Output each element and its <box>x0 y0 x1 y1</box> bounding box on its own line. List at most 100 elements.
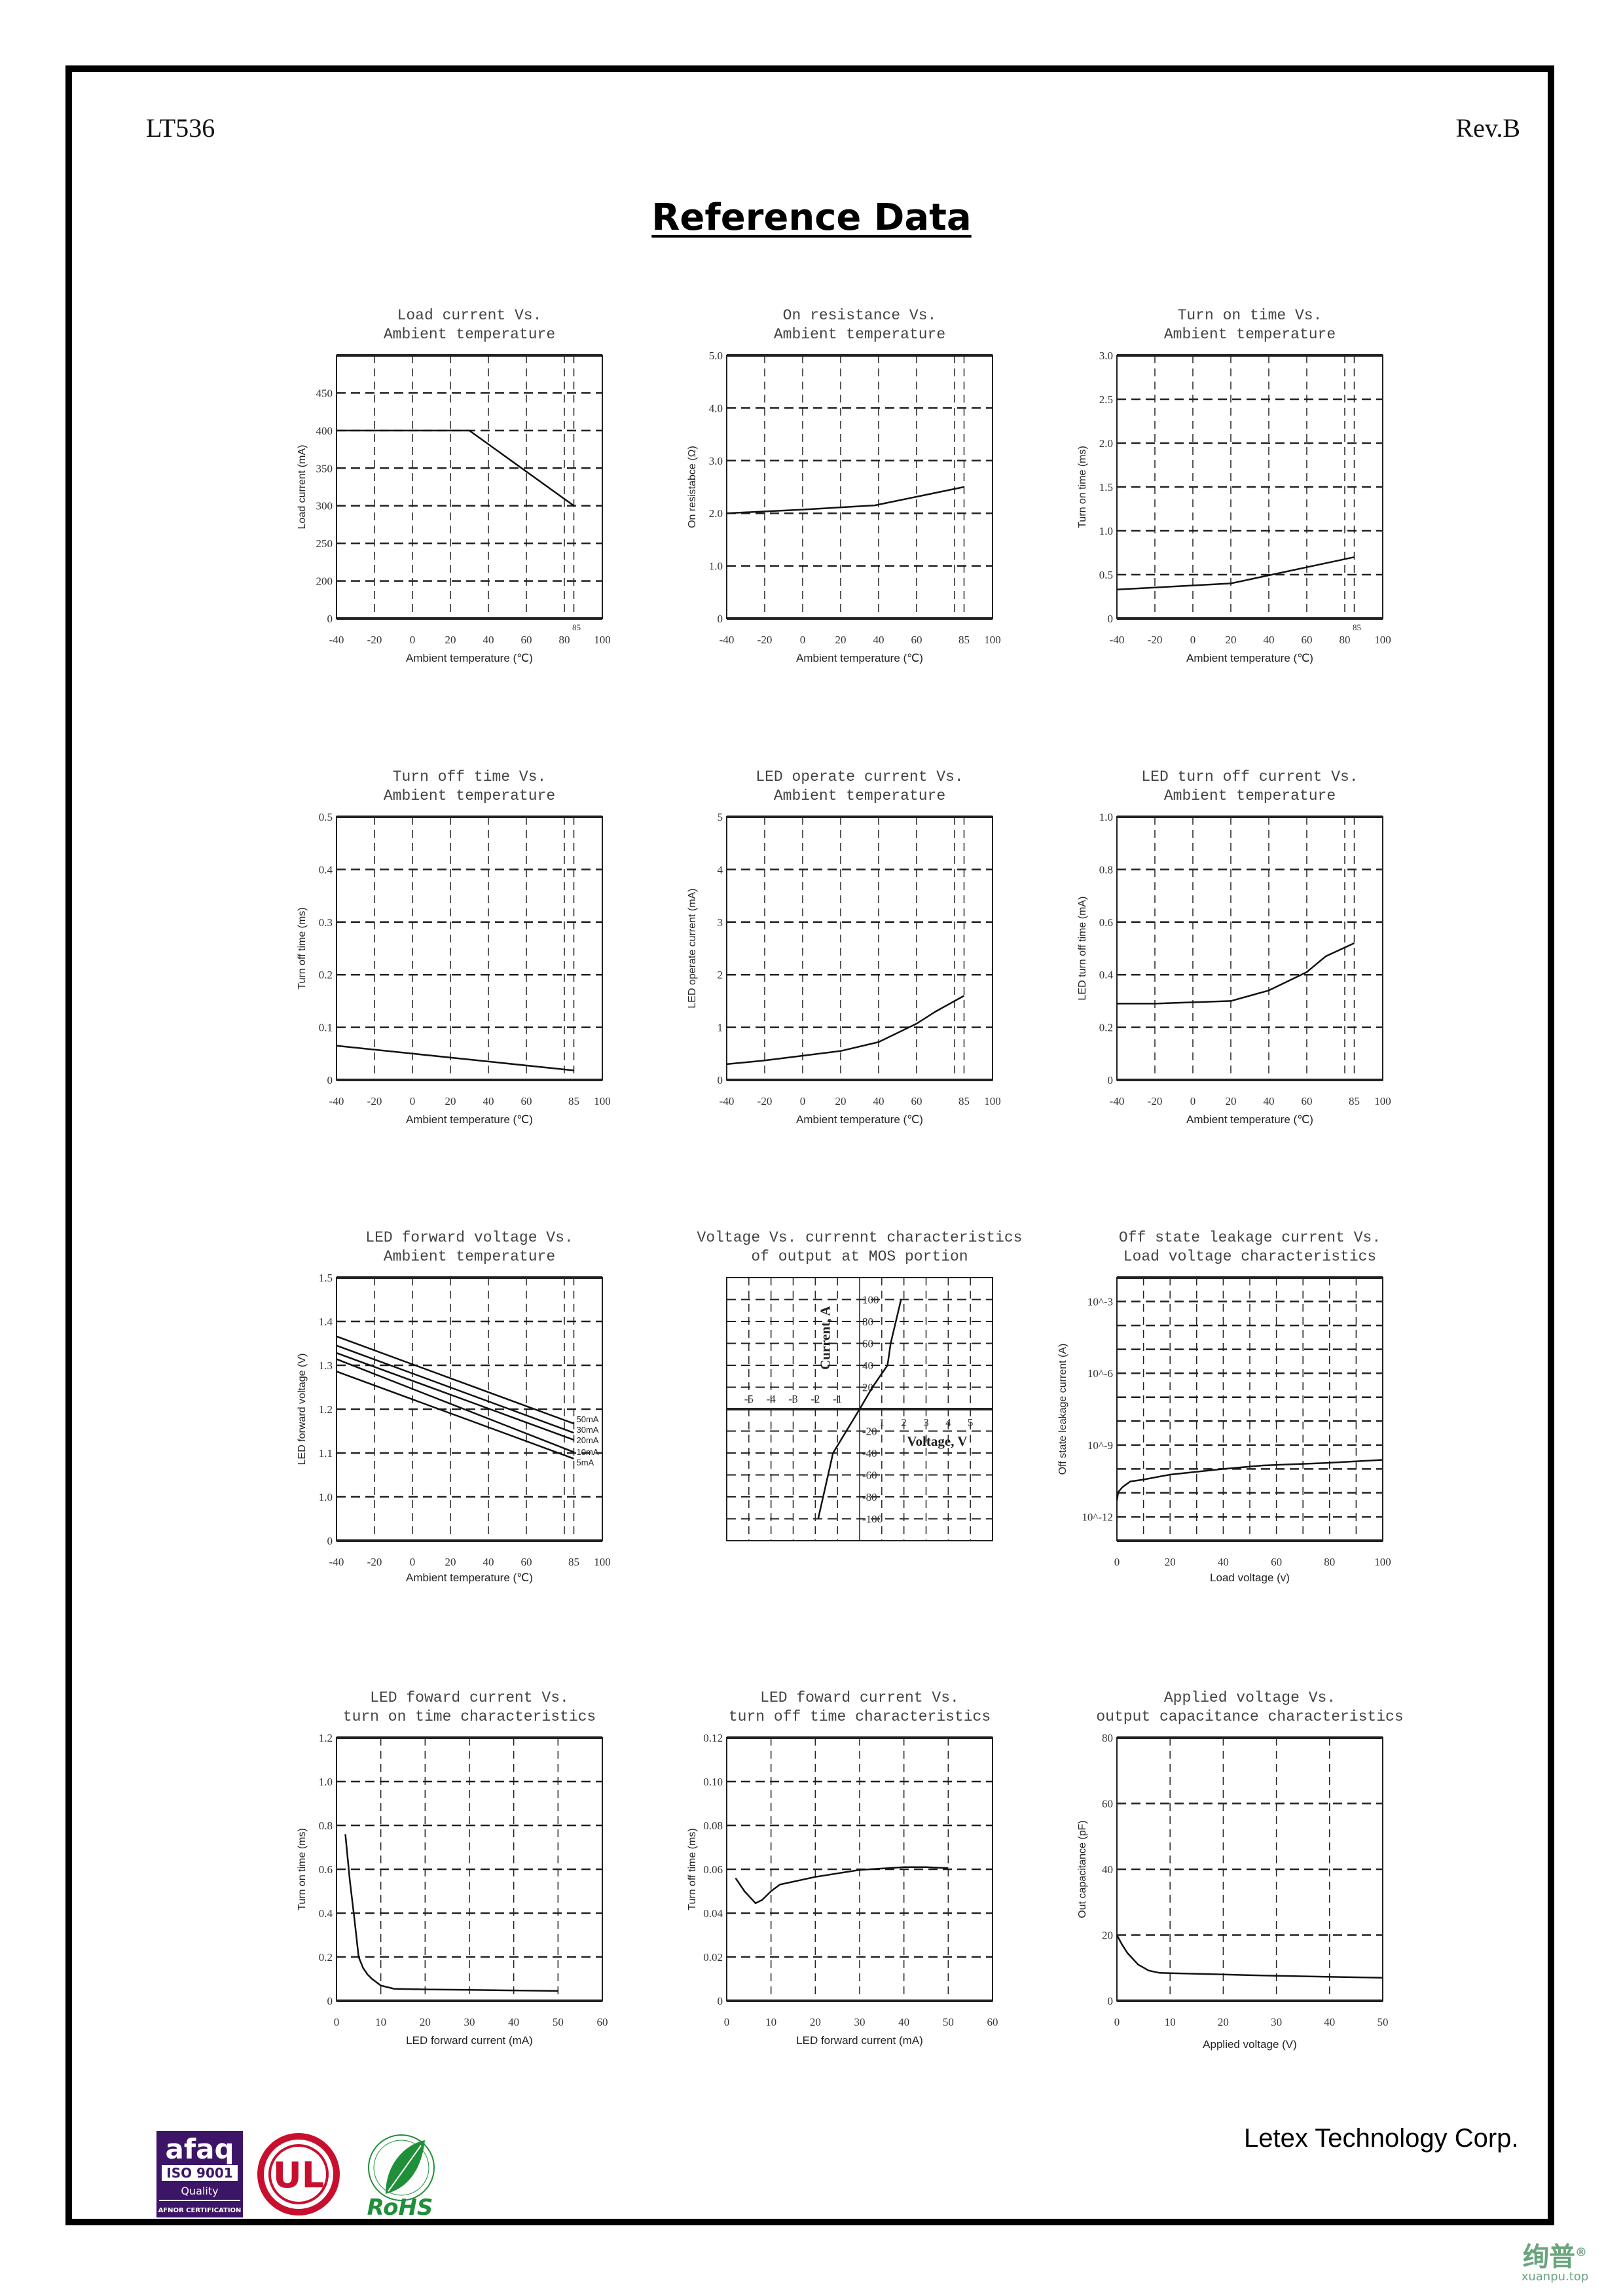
y-tick-label: 1.1 <box>319 1447 333 1460</box>
x-tick-label: -40 <box>329 1556 344 1568</box>
x-tick-label: 3 <box>923 1416 929 1429</box>
x-tick-label: -40 <box>1110 634 1125 646</box>
y-tick-label: 1.0 <box>1099 811 1113 823</box>
x-tick-label: 40 <box>483 1556 494 1568</box>
x-axis-label: Ambient temperature (℃) <box>796 652 923 664</box>
y-tick-label: 80 <box>862 1316 873 1328</box>
y-tick-label: 250 <box>316 537 333 550</box>
x-tick-label: 100 <box>1374 1095 1391 1107</box>
y-tick-label: 1.4 <box>319 1316 333 1328</box>
svg-text:ISO 9001: ISO 9001 <box>166 2165 232 2181</box>
x-axis-label: Ambient temperature (℃) <box>796 1113 923 1126</box>
x-tick-label: 40 <box>1324 2016 1335 2028</box>
x-tick-label: 50 <box>1377 2016 1389 2028</box>
x-tick-label: -20 <box>367 1556 382 1568</box>
y-tick-label: 0.1 <box>319 1022 333 1034</box>
x-tick-label: 40 <box>1264 1095 1275 1107</box>
chart-4: Turn off time Vs. Ambient temperature -40 -… <box>297 768 611 1126</box>
y-axis-label: Out capacitance (pF) <box>1077 1820 1088 1918</box>
y-tick-label: 0 <box>1108 613 1114 625</box>
x-tick-label: 30 <box>854 2016 866 2028</box>
chart-6: LED turn off current Vs. Ambient temperat… <box>1077 768 1391 1126</box>
watermark-chars: 绚普 <box>1523 2242 1575 2272</box>
y-tick-label: 1.5 <box>319 1272 333 1284</box>
chart-title: On resistance Vs. <box>783 307 937 324</box>
x-tick-label: 60 <box>521 634 532 646</box>
chart-9: Off state leakage current Vs. Load voltag… <box>1057 1229 1391 1584</box>
x-tick-label: 40 <box>508 2016 519 2028</box>
x-tick-label: 20 <box>835 1095 847 1107</box>
series-line <box>336 1358 574 1453</box>
x-tick-label: 0 <box>410 1556 416 1568</box>
y-tick-label: 1 <box>718 1022 723 1034</box>
y-tick-label: 400 <box>316 425 333 437</box>
y-tick-label: 0 <box>1108 1074 1114 1086</box>
y-tick-label: 0.3 <box>319 916 333 929</box>
y-axis-label: Turn off time (ms) <box>687 1828 698 1910</box>
revision-label: Rev.B <box>1455 113 1520 143</box>
x-tick-label: -2 <box>811 1393 820 1405</box>
chart-title: Ambient temperature <box>774 787 945 804</box>
x-axis-label: Ambient temperature (℃) <box>1186 1113 1313 1126</box>
y-tick-label: -100 <box>862 1513 883 1526</box>
chart-title: Ambient temperature <box>384 1248 555 1265</box>
chart-8: Voltage Vs. currennt characteristics of o… <box>697 1229 1023 1541</box>
y-tick-label: 0.2 <box>319 969 333 981</box>
x-tick-label: -1 <box>833 1393 842 1405</box>
series-line <box>336 1344 574 1434</box>
series-line <box>1116 556 1355 591</box>
x-axis-label: Ambient temperature (℃) <box>406 1113 533 1126</box>
y-axis-label: Turn off time (ms) <box>297 907 308 989</box>
y-tick-label: 0 <box>718 1995 723 2007</box>
x-tick-label: 85 <box>568 1095 579 1107</box>
y-tick-label: 40 <box>862 1359 873 1372</box>
x-axis-label: Applied voltage (V) <box>1203 2038 1297 2051</box>
x-tick-label: 40 <box>1264 634 1275 646</box>
series-line <box>344 1834 558 1992</box>
series-line <box>1116 1459 1383 1501</box>
chart-title: Voltage Vs. currennt characteristics <box>697 1229 1023 1246</box>
series-label: 10mA <box>577 1447 599 1457</box>
x-tick-label: 80 <box>1340 634 1351 646</box>
series-line <box>336 1371 574 1460</box>
series-label: 50mA <box>577 1414 599 1424</box>
x-tick-label: 20 <box>810 2016 821 2028</box>
x-tick-label: 100 <box>1374 634 1391 646</box>
y-tick-label: 0.04 <box>703 1907 723 1920</box>
plot-area <box>726 816 993 1081</box>
y-axis-label: Off state leakage current (A) <box>1057 1344 1068 1475</box>
x-axis-label: Load voltage (v) <box>1210 1571 1290 1584</box>
y-tick-label: 0 <box>327 1535 333 1547</box>
y-tick-label: 80 <box>1102 1732 1113 1744</box>
chart-title: LED turn off current Vs. <box>1141 768 1358 785</box>
plot-area <box>336 355 603 619</box>
x-tick-label: 0 <box>1190 1095 1196 1107</box>
series-line <box>336 1335 574 1425</box>
plot-area <box>336 816 603 1081</box>
page-title: Reference Data <box>651 196 972 239</box>
x-tick-label: 80 <box>1324 1556 1335 1568</box>
y-tick-label: -20 <box>862 1426 877 1438</box>
y-tick-label: -40 <box>862 1447 877 1460</box>
chart-title: LED operate current Vs. <box>756 768 963 785</box>
y-tick-label: 0.6 <box>319 1863 333 1876</box>
chart-title: Load current Vs. <box>397 307 542 324</box>
chart-title: turn off time characteristics <box>729 1708 991 1725</box>
x-tick-label: 0 <box>410 1095 416 1107</box>
x-tick-label: 0 <box>800 634 806 646</box>
x-tick-label: 50 <box>943 2016 954 2028</box>
y-tick-label: -80 <box>862 1491 877 1503</box>
y-tick-label: 0.4 <box>319 863 333 876</box>
y-tick-label: 300 <box>316 500 333 512</box>
y-tick-label: 0.5 <box>319 811 333 823</box>
chart-title: Ambient temperature <box>384 787 555 804</box>
x-tick-label: 10 <box>765 2016 776 2028</box>
y-tick-label: 40 <box>1102 1863 1113 1876</box>
x-tick-label: 85 <box>1349 1095 1360 1107</box>
x-tick-label: 0 <box>1114 2016 1120 2028</box>
y-axis-label: Turn on time (ms) <box>1077 446 1088 528</box>
y-tick-label: 1.0 <box>1099 525 1113 537</box>
x-tick-label: -20 <box>1148 1095 1163 1107</box>
x-tick-label: 85 <box>958 1095 970 1107</box>
x-tick-label: 0 <box>724 2016 730 2028</box>
